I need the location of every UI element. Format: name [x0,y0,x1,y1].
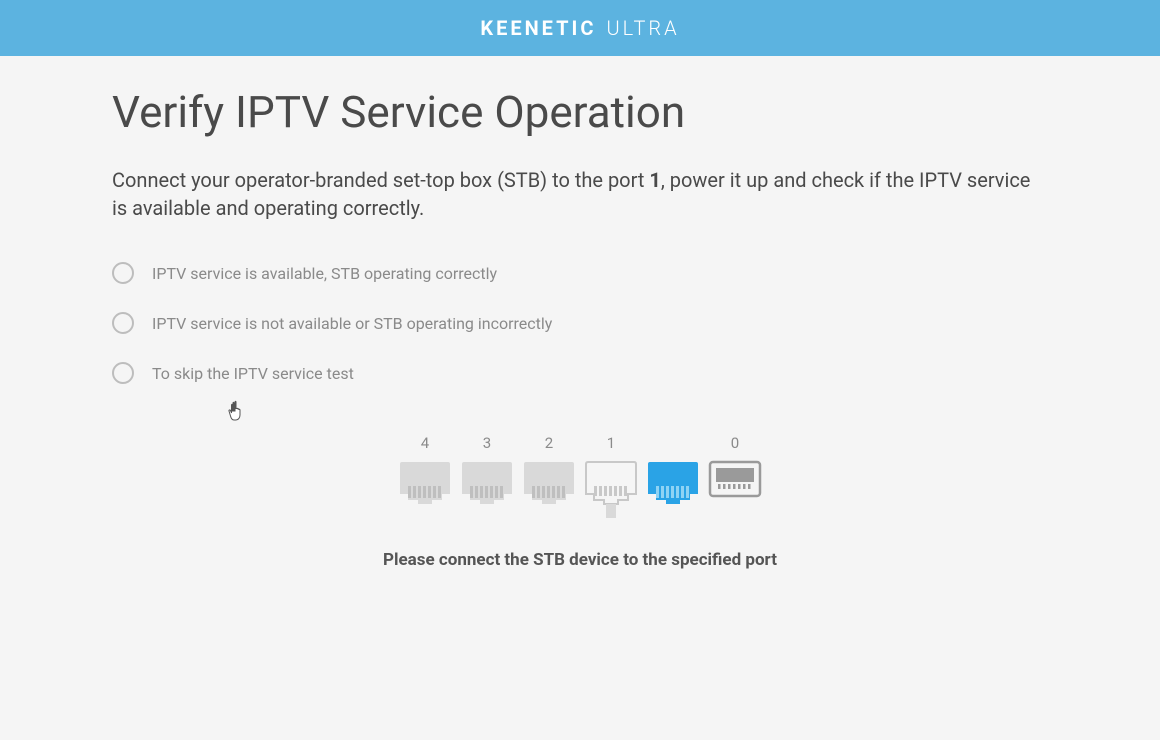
radio-label: To skip the IPTV service test [152,364,354,383]
ethernet-port-icon [522,460,576,504]
page-description: Connect your operator-branded set-top bo… [112,166,1048,222]
radio-circle-icon [112,312,134,334]
main-content: Verify IPTV Service Operation Connect yo… [0,56,1160,600]
radio-option-not-available[interactable]: IPTV service is not available or STB ope… [112,312,1048,334]
desc-port-number: 1 [649,168,660,192]
ethernet-port-active-icon [646,460,700,504]
wan-port-icon [708,460,762,498]
port-number: 0 [731,434,739,454]
ethernet-port-outline-icon [584,460,638,520]
page-title: Verify IPTV Service Operation [112,86,1048,138]
radio-circle-icon [112,262,134,284]
port-slot-0: 0 [708,434,762,498]
connect-prompt: Please connect the STB device to the spe… [383,550,777,570]
brand-primary: KEENETIC [480,16,596,40]
port-number: 1 [607,434,615,454]
radio-label: IPTV service is available, STB operating… [152,264,497,283]
ports-diagram: 4 3 2 1 [112,434,1048,570]
ethernet-port-icon [398,460,452,504]
ports-row: 4 3 2 1 [398,434,762,520]
port-slot-3: 3 [460,434,514,504]
radio-group: IPTV service is available, STB operating… [112,262,1048,384]
port-slot-1: 1 [584,434,638,520]
port-number: 2 [545,434,553,454]
brand-secondary: ULTRA [606,16,679,40]
radio-label: IPTV service is not available or STB ope… [152,314,552,333]
radio-circle-icon [112,362,134,384]
brand-logo: KEENETIC ULTRA [480,16,679,40]
desc-text-before: Connect your operator-branded set-top bo… [112,168,649,192]
port-number: 4 [421,434,429,454]
radio-option-skip[interactable]: To skip the IPTV service test [112,362,1048,384]
radio-option-available[interactable]: IPTV service is available, STB operating… [112,262,1048,284]
header: KEENETIC ULTRA [0,0,1160,56]
port-slot-4: 4 [398,434,452,504]
port-slot-2: 2 [522,434,576,504]
port-slot-active [646,434,700,504]
port-number: 3 [483,434,491,454]
ethernet-port-icon [460,460,514,504]
